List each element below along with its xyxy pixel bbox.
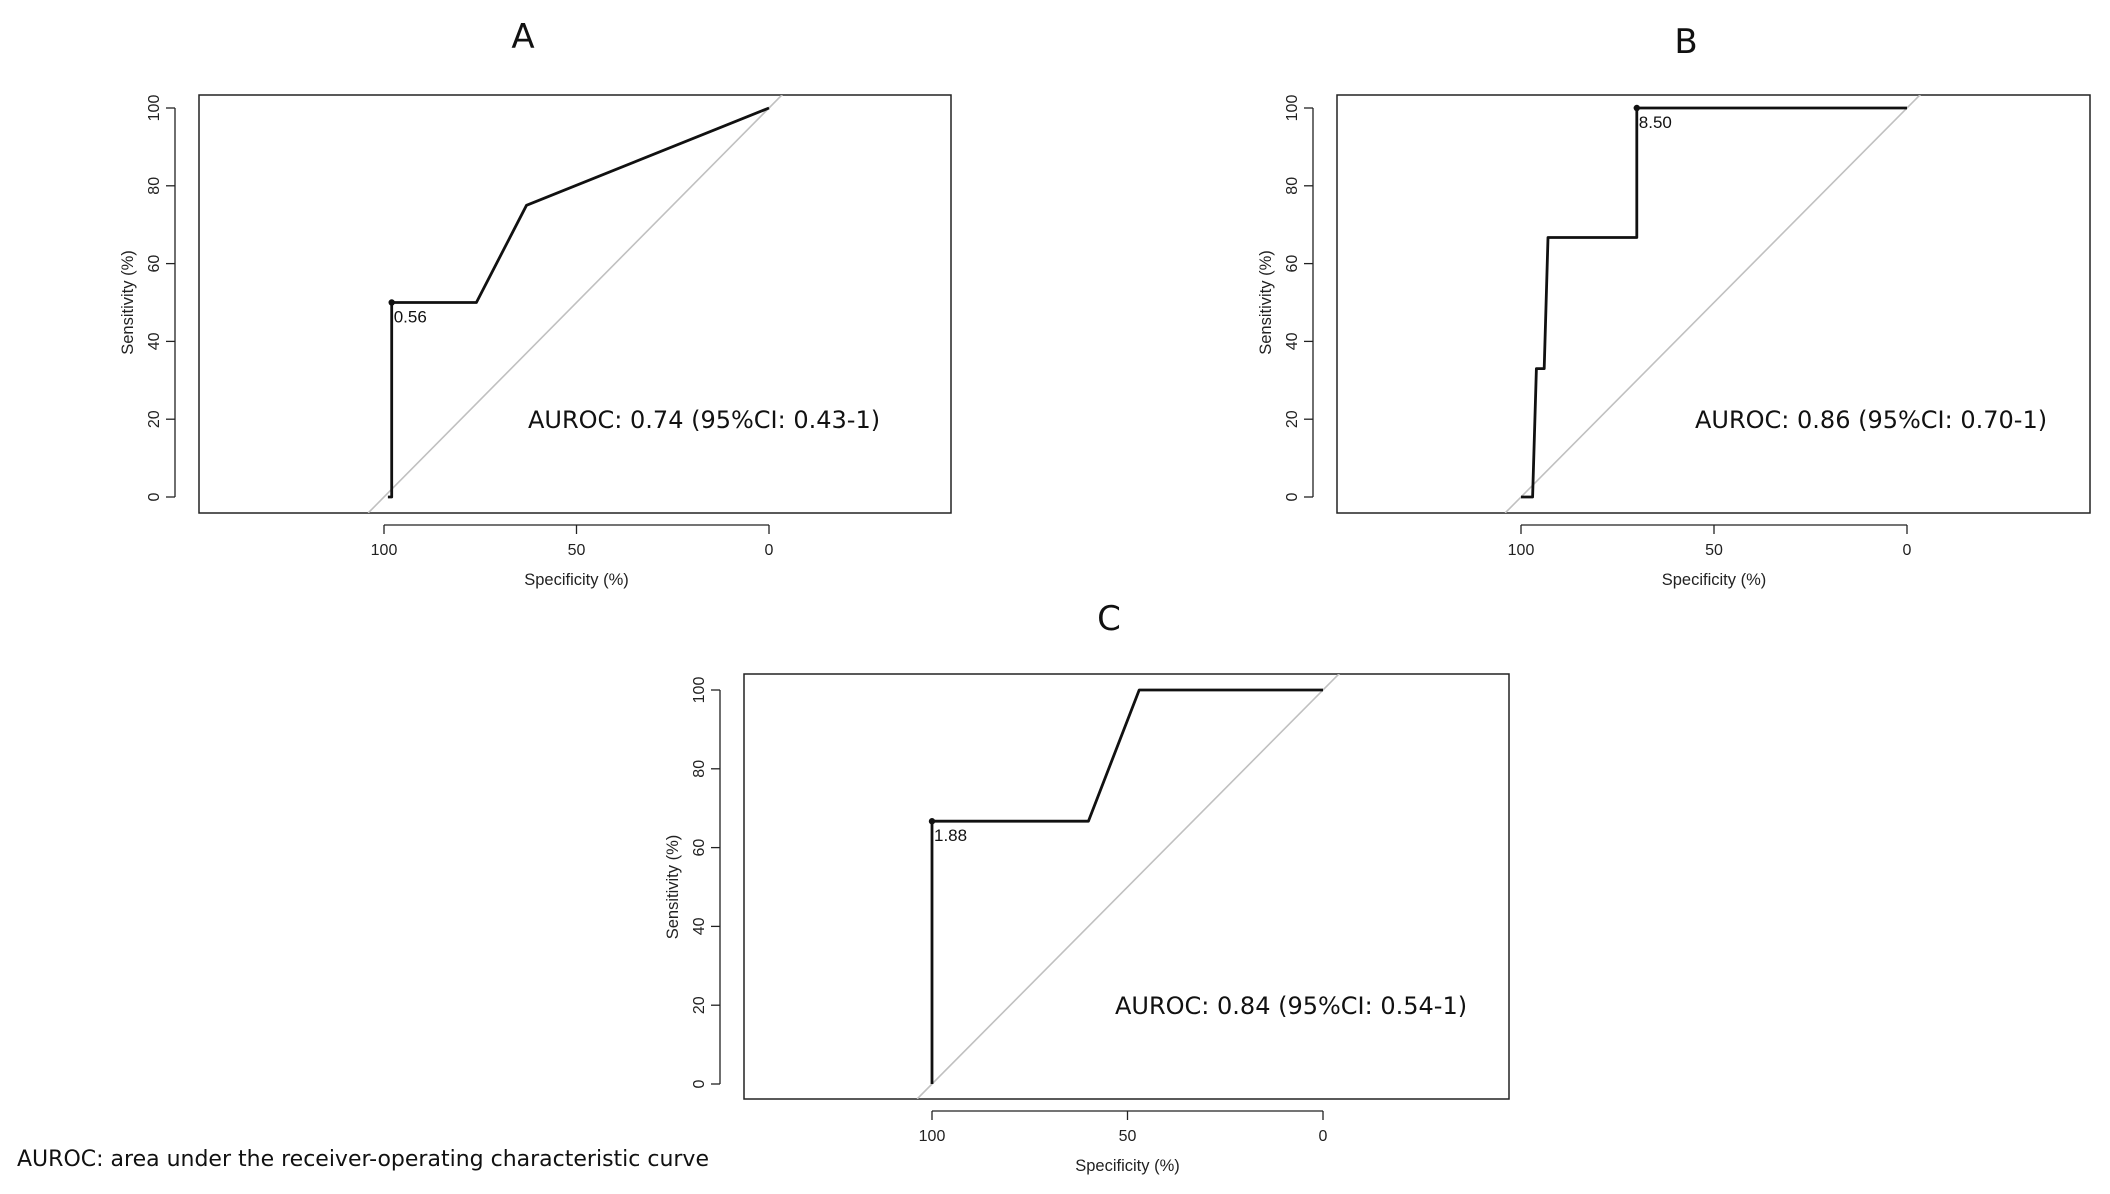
plot-frame bbox=[198, 94, 952, 514]
x-tick-label: 100 bbox=[1508, 542, 1535, 559]
roc-panel-a: A 0 20 40 60 80 100 100 50 0 Specificity (%) Sensit… bbox=[119, 17, 952, 589]
x-tick-label: 100 bbox=[371, 542, 398, 559]
y-tick-label: 80 bbox=[146, 177, 163, 195]
auroc-annotation: AUROC: 0.84 (95%CI: 0.54-1) bbox=[1115, 992, 1467, 1020]
y-tick-label: 100 bbox=[691, 677, 708, 704]
footnote: AUROC: area under the receiver-operating… bbox=[17, 1147, 709, 1172]
y-tick-label: 20 bbox=[146, 410, 163, 428]
y-tick-label: 20 bbox=[1284, 410, 1301, 428]
y-tick-label: 60 bbox=[1284, 255, 1301, 273]
threshold-point bbox=[928, 818, 936, 825]
plot-frame bbox=[743, 673, 1510, 1100]
threshold-label: 1.88 bbox=[934, 826, 967, 845]
y-tick-label: 60 bbox=[691, 839, 708, 857]
x-axis-label: Specificity (%) bbox=[1075, 1157, 1180, 1175]
y-tick-label: 100 bbox=[146, 95, 163, 122]
threshold-point bbox=[388, 299, 395, 306]
roc-panel-b: B 0 20 40 60 80 100 100 50 0 Specificity (%) Sensit… bbox=[1257, 22, 2091, 589]
y-tick-label: 40 bbox=[1284, 332, 1301, 350]
roc-curve bbox=[930, 688, 1323, 1084]
y-axis-label: Sensitivity (%) bbox=[664, 835, 682, 940]
roc-panel-c: C 0 20 40 60 80 100 100 50 0 Specificity (%) Sensit… bbox=[664, 599, 1510, 1175]
y-tick-label: 0 bbox=[1284, 492, 1301, 501]
x-tick-label: 0 bbox=[1903, 542, 1912, 559]
y-tick-label: 60 bbox=[146, 255, 163, 273]
y-axis-label: Sensitivity (%) bbox=[119, 250, 137, 355]
reference-diagonal bbox=[1504, 95, 1922, 513]
roc-curve bbox=[1521, 106, 1907, 499]
auroc-annotation: AUROC: 0.74 (95%CI: 0.43-1) bbox=[528, 406, 880, 434]
roc-curve bbox=[387, 106, 770, 499]
panel-title: B bbox=[1674, 22, 1697, 62]
x-tick-label: 50 bbox=[1119, 1128, 1137, 1145]
panel-title: C bbox=[1097, 599, 1121, 639]
x-tick-label: 100 bbox=[919, 1128, 946, 1145]
threshold-point bbox=[1633, 104, 1641, 112]
auroc-annotation: AUROC: 0.86 (95%CI: 0.70-1) bbox=[1695, 406, 2047, 434]
plot-frame bbox=[1336, 94, 2091, 514]
reference-diagonal bbox=[916, 674, 1341, 1099]
y-tick-label: 0 bbox=[146, 492, 163, 501]
x-tick-label: 50 bbox=[568, 542, 586, 559]
y-tick-label: 0 bbox=[691, 1079, 708, 1088]
threshold-label: 0.56 bbox=[394, 308, 427, 327]
x-axis-label: Specificity (%) bbox=[1662, 571, 1767, 589]
y-axis-label: Sensitivity (%) bbox=[1257, 250, 1275, 355]
reference-diagonal bbox=[367, 95, 783, 513]
panel-title: A bbox=[511, 17, 534, 57]
y-tick-label: 80 bbox=[691, 760, 708, 778]
y-tick-label: 80 bbox=[1284, 177, 1301, 195]
x-axis-label: Specificity (%) bbox=[524, 571, 629, 589]
x-tick-label: 0 bbox=[1319, 1128, 1328, 1145]
x-tick-label: 0 bbox=[765, 542, 774, 559]
x-tick-label: 50 bbox=[1705, 542, 1723, 559]
y-tick-label: 40 bbox=[146, 332, 163, 350]
y-tick-label: 100 bbox=[1284, 95, 1301, 122]
threshold-label: 8.50 bbox=[1639, 113, 1672, 132]
y-tick-label: 40 bbox=[691, 917, 708, 935]
y-tick-label: 20 bbox=[691, 996, 708, 1014]
